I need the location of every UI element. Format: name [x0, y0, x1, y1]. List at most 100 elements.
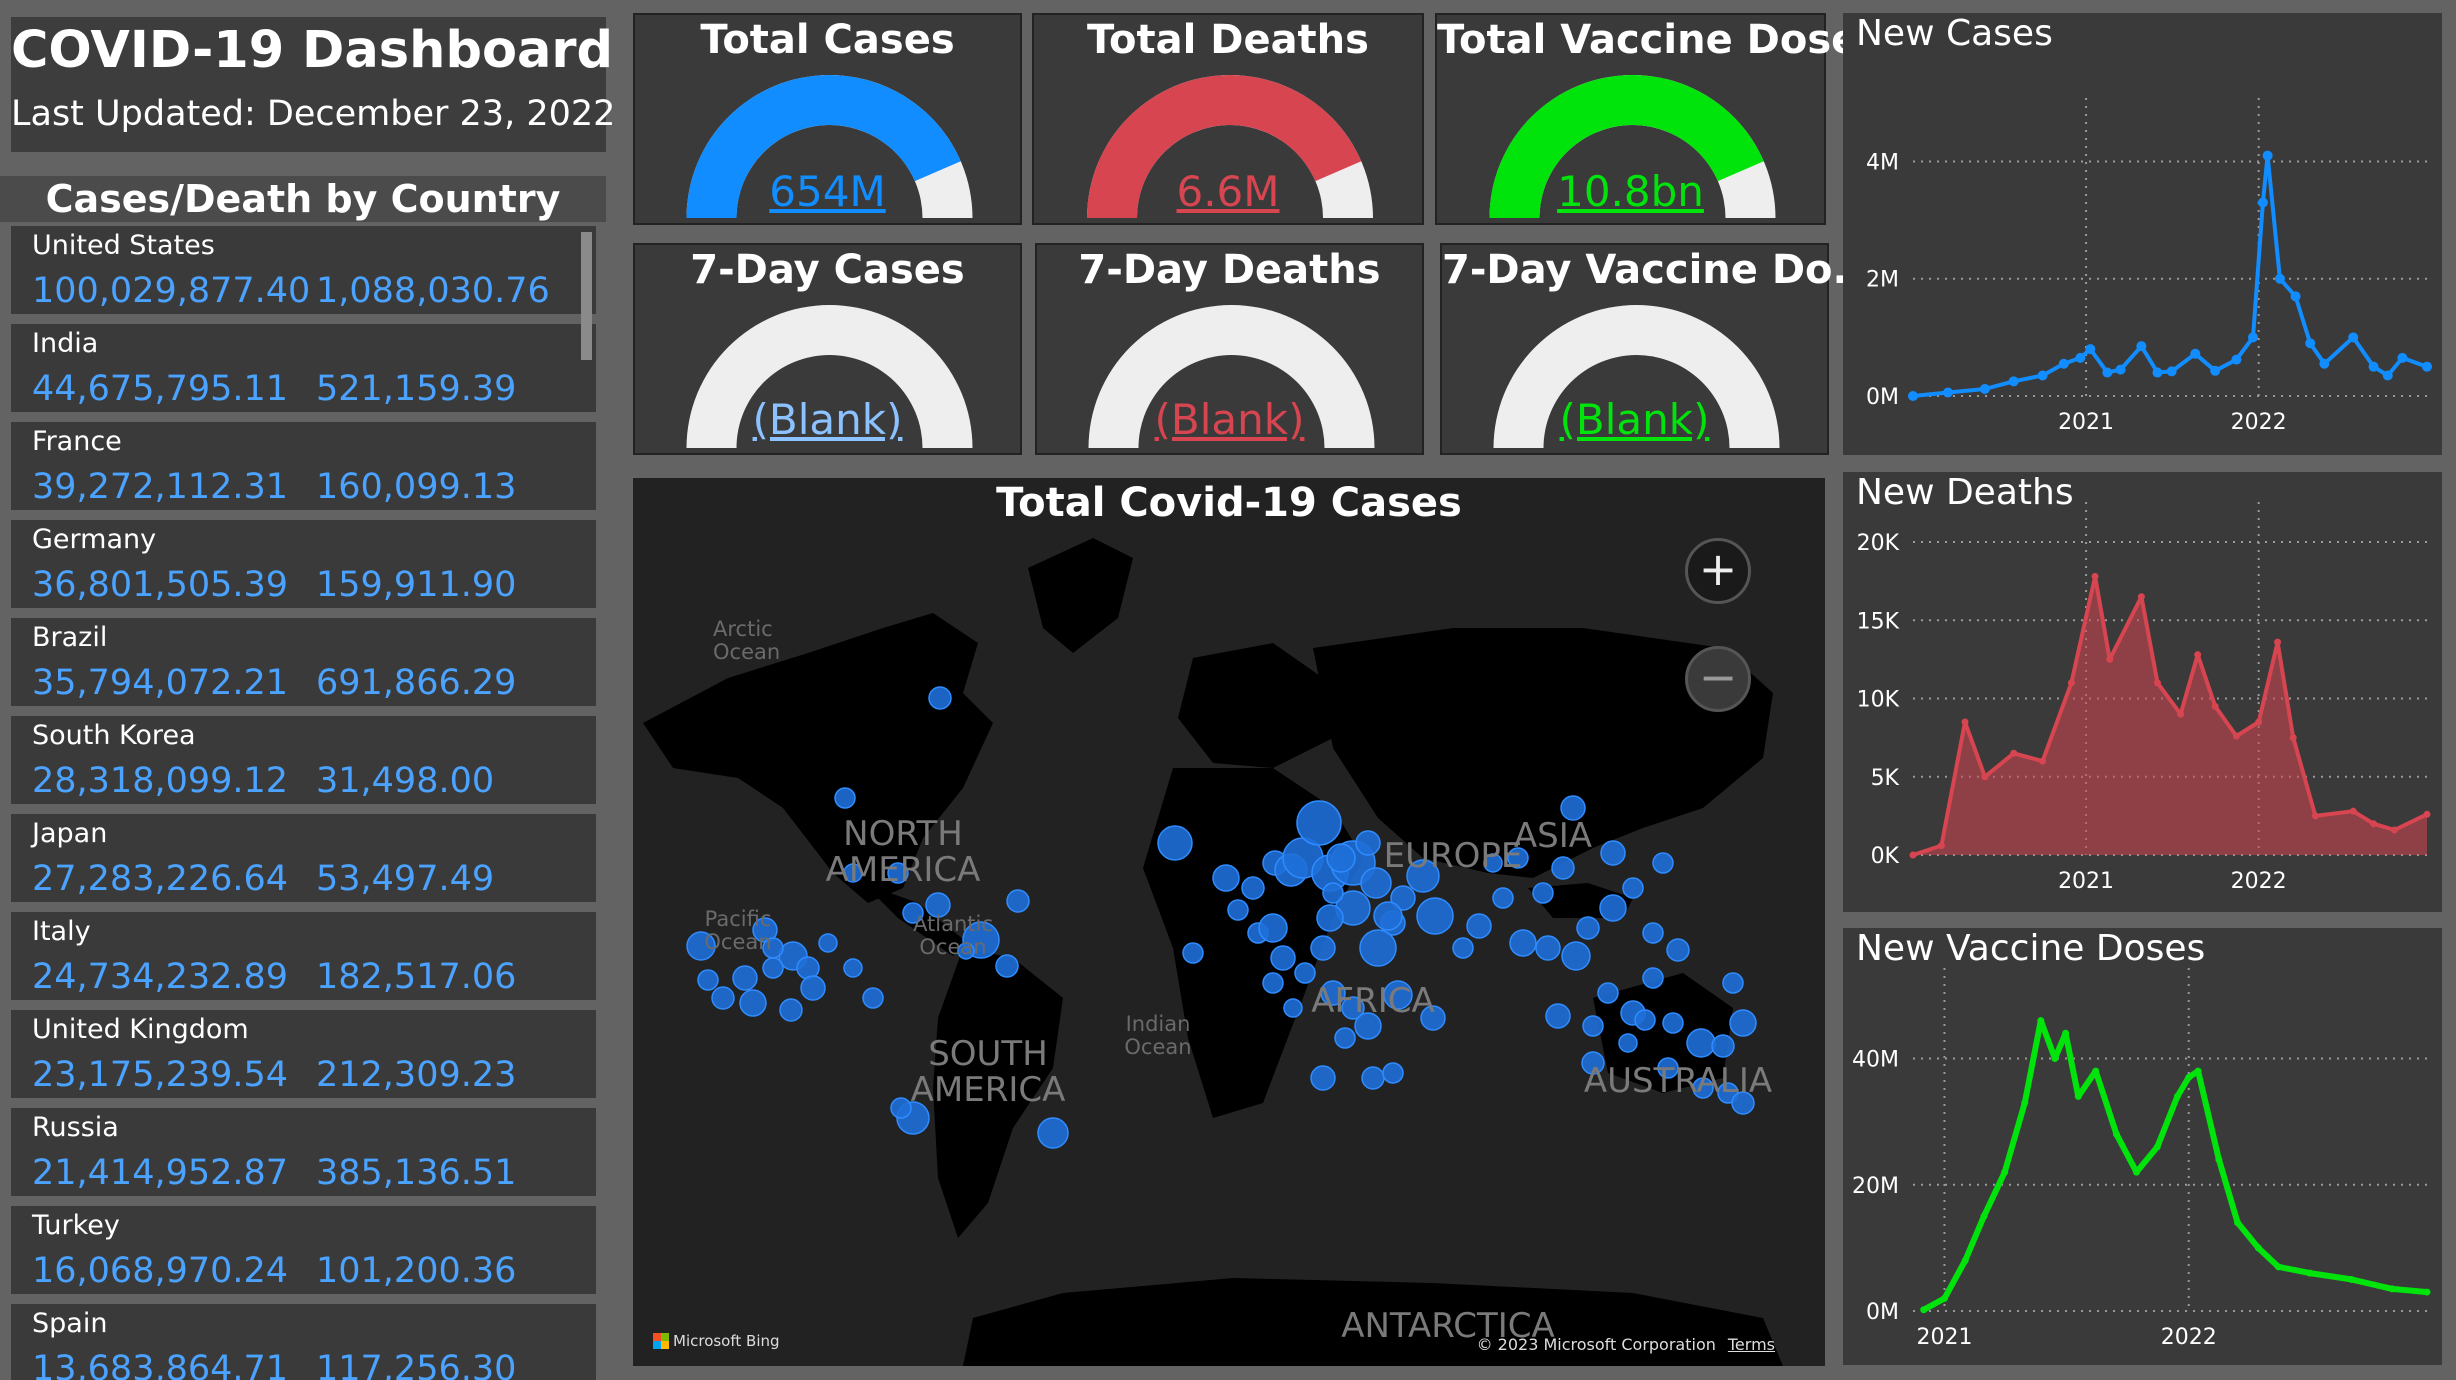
data-point[interactable]: [2194, 651, 2202, 659]
table-row[interactable]: United Kingdom 23,175,239.54 212,309.23: [11, 1010, 596, 1098]
data-point[interactable]: [2001, 1168, 2009, 1176]
case-bubble[interactable]: [1416, 897, 1454, 935]
case-bubble[interactable]: [1618, 1033, 1638, 1053]
case-bubble[interactable]: [732, 965, 758, 991]
case-bubble[interactable]: [1037, 1117, 1069, 1149]
case-bubble[interactable]: [1382, 1062, 1404, 1084]
case-bubble[interactable]: [779, 998, 803, 1022]
case-bubble[interactable]: [1310, 1065, 1336, 1091]
data-point[interactable]: [2153, 1143, 2161, 1151]
data-point[interactable]: [2194, 1067, 2202, 1075]
case-bubble[interactable]: [1341, 996, 1365, 1020]
data-point[interactable]: [2062, 1029, 2070, 1037]
case-bubble[interactable]: [1361, 1066, 1385, 1090]
case-bubble[interactable]: [1581, 1051, 1605, 1075]
data-point[interactable]: [2051, 1055, 2059, 1062]
case-bubble[interactable]: [1326, 843, 1356, 873]
case-bubble[interactable]: [1296, 800, 1342, 846]
case-bubble[interactable]: [1507, 847, 1529, 869]
table-row[interactable]: Germany 36,801,505.39 159,911.90: [11, 520, 596, 608]
data-point[interactable]: [2348, 332, 2359, 343]
case-bubble[interactable]: [1509, 929, 1537, 957]
data-point[interactable]: [2010, 749, 2018, 757]
case-bubble[interactable]: [1532, 882, 1554, 904]
kpi-value[interactable]: (Blank): [752, 395, 903, 444]
case-bubble[interactable]: [1722, 972, 1744, 994]
case-bubble[interactable]: [1692, 1077, 1714, 1099]
table-row[interactable]: France 39,272,112.31 160,099.13: [11, 422, 596, 510]
data-point[interactable]: [2210, 365, 2221, 376]
kpi-total-vaccine-doses[interactable]: Total Vaccine Doses 10.8bn: [1435, 13, 1882, 225]
case-bubble[interactable]: [1294, 962, 1316, 984]
case-bubble[interactable]: [1270, 945, 1296, 971]
case-bubble[interactable]: [1390, 885, 1416, 911]
case-bubble[interactable]: [1262, 972, 1284, 994]
case-bubble[interactable]: [1597, 982, 1619, 1004]
data-point[interactable]: [1942, 387, 1953, 398]
case-bubble[interactable]: [1320, 980, 1346, 1006]
data-point[interactable]: [2058, 358, 2069, 369]
data-point[interactable]: [1980, 1212, 1988, 1220]
case-bubble[interactable]: [1383, 980, 1413, 1010]
new-cases-chart[interactable]: New Cases 0M 2M 4M 2021 2022: [1843, 13, 2442, 455]
case-bubble[interactable]: [1006, 889, 1030, 913]
case-bubble[interactable]: [1729, 1009, 1757, 1037]
data-point[interactable]: [2075, 352, 2086, 363]
data-point[interactable]: [2039, 757, 2047, 765]
table-row[interactable]: South Korea 28,318,099.12 31,498.00: [11, 716, 596, 804]
data-point[interactable]: [2112, 1130, 2120, 1138]
data-point[interactable]: [2234, 1219, 2242, 1227]
case-bubble[interactable]: [1373, 901, 1403, 931]
data-point[interactable]: [1909, 851, 1917, 859]
data-point[interactable]: [2274, 1263, 2282, 1271]
case-bubble[interactable]: [800, 975, 826, 1001]
case-bubble[interactable]: [1212, 864, 1240, 892]
data-point[interactable]: [2349, 807, 2357, 815]
case-bubble[interactable]: [686, 931, 716, 961]
case-bubble[interactable]: [1622, 877, 1644, 899]
kpi-value[interactable]: 10.8bn: [1557, 167, 1704, 216]
data-point[interactable]: [2247, 332, 2258, 343]
data-point[interactable]: [2232, 732, 2240, 740]
case-bubble[interactable]: [739, 989, 767, 1017]
case-bubble[interactable]: [862, 987, 884, 1009]
case-bubble[interactable]: [1360, 867, 1392, 899]
data-point[interactable]: [2085, 344, 2096, 355]
data-point[interactable]: [2397, 352, 2408, 363]
kpi-7-day-deaths[interactable]: 7-Day Deaths (Blank): [1035, 243, 1424, 455]
case-bubble[interactable]: [890, 1097, 912, 1119]
data-point[interactable]: [2037, 370, 2048, 381]
data-point[interactable]: [1937, 842, 1945, 850]
kpi-total-cases[interactable]: Total Cases 654M: [633, 13, 1022, 225]
case-bubble[interactable]: [843, 863, 863, 883]
data-point[interactable]: [2152, 367, 2163, 378]
data-point[interactable]: [2067, 679, 2075, 687]
data-point[interactable]: [2021, 1099, 2029, 1107]
case-bubble[interactable]: [1283, 998, 1303, 1018]
table-row[interactable]: Italy 24,734,232.89 182,517.06: [11, 912, 596, 1000]
data-point[interactable]: [2347, 1275, 2355, 1283]
data-point[interactable]: [2037, 1017, 2045, 1025]
new-vaccine-doses-chart[interactable]: New Vaccine Doses 0M 20M 40M 2021 2022: [1843, 928, 2442, 1365]
zoom-in-button[interactable]: +: [1685, 538, 1751, 604]
case-bubble[interactable]: [957, 942, 975, 960]
case-bubble[interactable]: [1420, 1005, 1446, 1031]
case-bubble[interactable]: [1157, 825, 1193, 861]
data-point[interactable]: [1920, 1306, 1928, 1314]
kpi-value[interactable]: (Blank): [1559, 395, 1710, 444]
case-bubble[interactable]: [1492, 887, 1514, 909]
data-point[interactable]: [2133, 1168, 2141, 1176]
world-map[interactable]: Total Covid-19 Cases NORTH AMERICA SOUTH…: [633, 478, 1825, 1366]
case-bubble[interactable]: [1599, 894, 1627, 922]
case-bubble[interactable]: [1355, 830, 1381, 856]
data-point[interactable]: [2190, 348, 2201, 359]
case-bubble[interactable]: [1662, 1012, 1684, 1034]
data-point[interactable]: [2382, 370, 2393, 381]
kpi-value[interactable]: 654M: [769, 167, 886, 216]
kpi-total-deaths[interactable]: Total Deaths 6.6M: [1032, 13, 1424, 225]
zoom-out-button[interactable]: −: [1685, 646, 1751, 712]
case-bubble[interactable]: [1666, 938, 1690, 962]
data-point[interactable]: [2211, 702, 2219, 710]
case-bubble[interactable]: [762, 957, 784, 979]
case-bubble[interactable]: [1354, 1012, 1382, 1040]
